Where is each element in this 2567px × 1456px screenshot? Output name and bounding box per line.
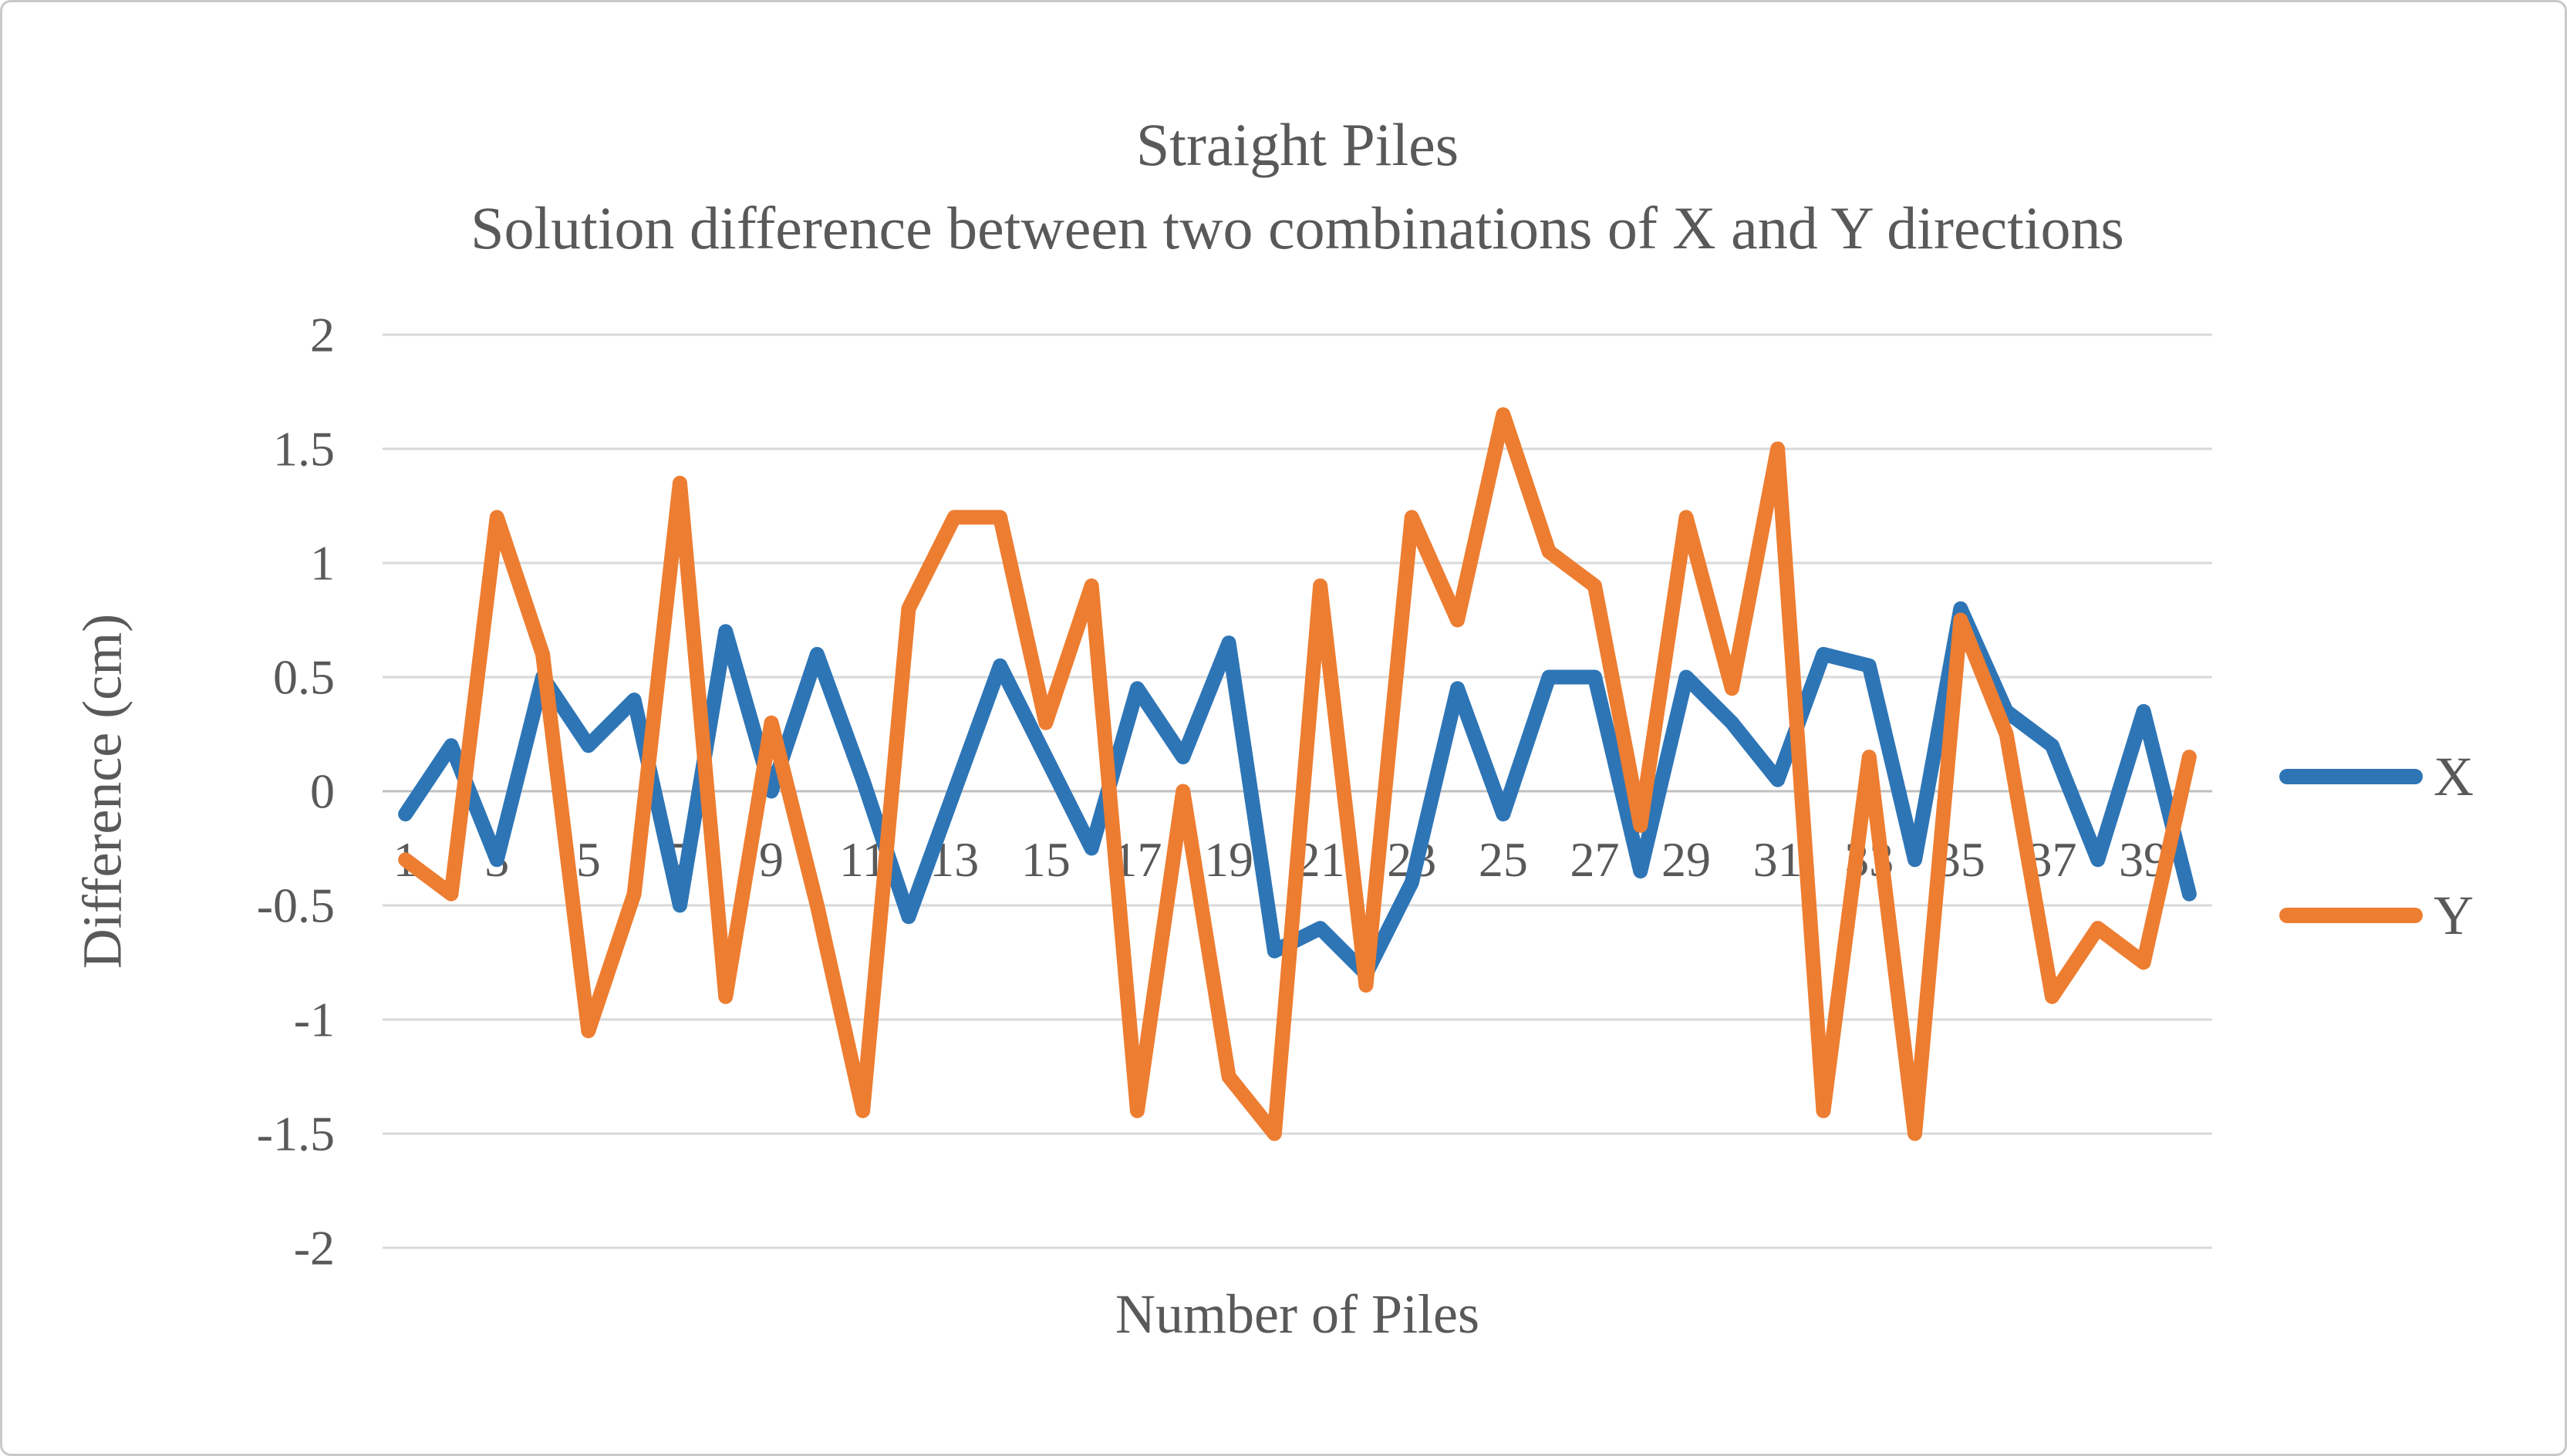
y-tick-label: 0.5: [273, 650, 335, 705]
x-tick-label: 29: [1661, 832, 1711, 887]
y-tick-label: 1: [310, 536, 335, 591]
x-tick-label: 19: [1204, 832, 1253, 887]
y-tick-label: -2: [294, 1221, 335, 1276]
x-tick-label: 9: [759, 832, 784, 887]
x-tick-label: 5: [576, 832, 601, 887]
y-tick-label: -0.5: [257, 878, 335, 933]
series-y-swatch-icon: [2279, 908, 2423, 923]
legend-label-y: Y: [2434, 885, 2474, 946]
legend-item-y: Y: [2279, 865, 2565, 966]
legend-label-x: X: [2434, 746, 2474, 807]
x-tick-label: 27: [1570, 832, 1619, 887]
y-tick-label: 1.5: [273, 422, 335, 477]
y-tick-label: -1: [294, 993, 335, 1047]
x-tick-label: 25: [1479, 832, 1528, 887]
y-tick-label: 0: [310, 764, 335, 819]
legend: X Y: [2279, 726, 2565, 1003]
chart-title-line1: Straight Piles: [1135, 111, 1459, 178]
y-tick-label: 2: [310, 308, 335, 362]
x-tick-label: 15: [1021, 832, 1071, 887]
chart-title-line2: Solution difference between two combinat…: [471, 194, 2124, 261]
legend-item-x: X: [2279, 726, 2565, 827]
y-axis-title: Difference (cm): [71, 613, 133, 969]
series-y-line: [398, 407, 2197, 1141]
y-tick-label: -1.5: [257, 1107, 335, 1161]
series-x-swatch-icon: [2279, 769, 2423, 784]
x-tick-label: 31: [1753, 832, 1803, 887]
x-axis-title: Number of Piles: [1115, 1283, 1479, 1345]
